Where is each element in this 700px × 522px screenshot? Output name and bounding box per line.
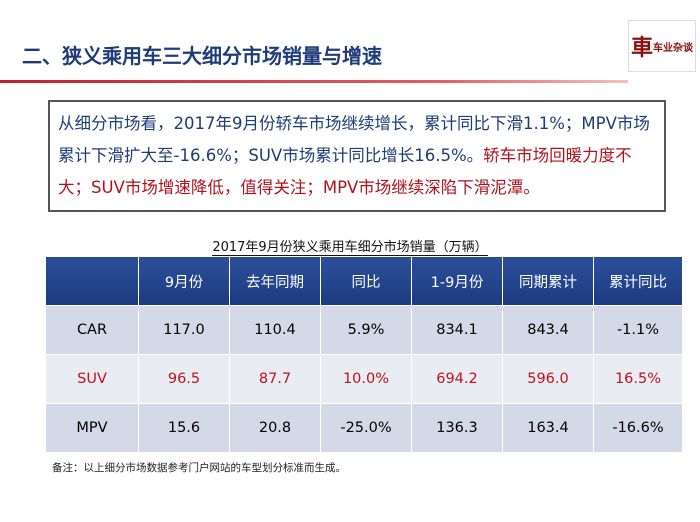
table-caption: 2017年9月份狭义乘用车细分市场销量（万辆）	[212, 240, 488, 256]
column-header: 同期累计	[502, 256, 594, 306]
column-header: 同比	[320, 256, 412, 306]
summary-box: 从细分市场看，2017年9月份轿车市场继续增长，累计同比下滑1.1%；MPV市场…	[48, 100, 666, 212]
title-rule	[0, 80, 628, 83]
table-row: CAR 117.0 110.4 5.9% 834.1 843.4 -1.1%	[45, 305, 683, 355]
table-cell: -16.6%	[593, 403, 683, 453]
logo-name: 车业杂谈	[653, 42, 693, 54]
table-cell: CAR	[45, 305, 139, 355]
table-cell: -1.1%	[593, 305, 683, 355]
table-cell: 16.5%	[593, 354, 683, 404]
table-cell: 96.5	[138, 354, 230, 404]
table-cell: MPV	[45, 403, 139, 453]
column-header: 1-9月份	[411, 256, 503, 306]
table-cell: 87.7	[229, 354, 321, 404]
table-cell: 694.2	[411, 354, 503, 404]
summary-highlight: 轿车市场回暖力度不大；SUV市场增速降低，值得关注；MPV市场继续深陷下滑泥潭。	[58, 146, 632, 197]
slide-title: 二、狭义乘用车三大细分市场销量与增速	[22, 44, 382, 68]
header-row: 9月份 去年同期 同比 1-9月份 同期累计 累计同比	[45, 256, 683, 306]
table-cell: 843.4	[502, 305, 594, 355]
table-cell: 20.8	[229, 403, 321, 453]
table-body: CAR 117.0 110.4 5.9% 834.1 843.4 -1.1% SUV 96.5 8…	[45, 305, 683, 453]
logo: 車车业杂谈	[628, 20, 696, 72]
table-row: MPV 15.6 20.8 -25.0% 136.3 163.4 -16.6%	[45, 403, 683, 453]
column-header: 9月份	[138, 256, 230, 306]
table-cell: 596.0	[502, 354, 594, 404]
table-cell: 110.4	[229, 305, 321, 355]
table-cell: 15.6	[138, 403, 230, 453]
sales-table: 9月份 去年同期 同比 1-9月份 同期累计 累计同比 CAR 117.0 110.4 5.9% 8…	[45, 256, 683, 453]
table-cell: -25.0%	[320, 403, 412, 453]
summary-text: 从细分市场看，2017年9月份轿车市场继续增长，累计同比下滑1.1%；MPV市场…	[58, 114, 650, 165]
table-cell: 117.0	[138, 305, 230, 355]
table-caption-wrap: 2017年9月份狭义乘用车细分市场销量（万辆）	[0, 236, 700, 256]
table-cell: SUV	[45, 354, 139, 404]
column-header: 累计同比	[593, 256, 683, 306]
logo-mark: 車	[630, 35, 653, 61]
table-cell: 136.3	[411, 403, 503, 453]
column-header	[45, 256, 139, 306]
column-header: 去年同期	[229, 256, 321, 306]
table-cell: 10.0%	[320, 354, 412, 404]
table-cell: 834.1	[411, 305, 503, 355]
table-head: 9月份 去年同期 同比 1-9月份 同期累计 累计同比	[45, 256, 683, 306]
table-cell: 5.9%	[320, 305, 412, 355]
table-row: SUV 96.5 87.7 10.0% 694.2 596.0 16.5%	[45, 354, 683, 404]
footnote: 备注：以上细分市场数据参考门户网站的车型划分标准而生成。	[52, 462, 346, 474]
table-cell: 163.4	[502, 403, 594, 453]
